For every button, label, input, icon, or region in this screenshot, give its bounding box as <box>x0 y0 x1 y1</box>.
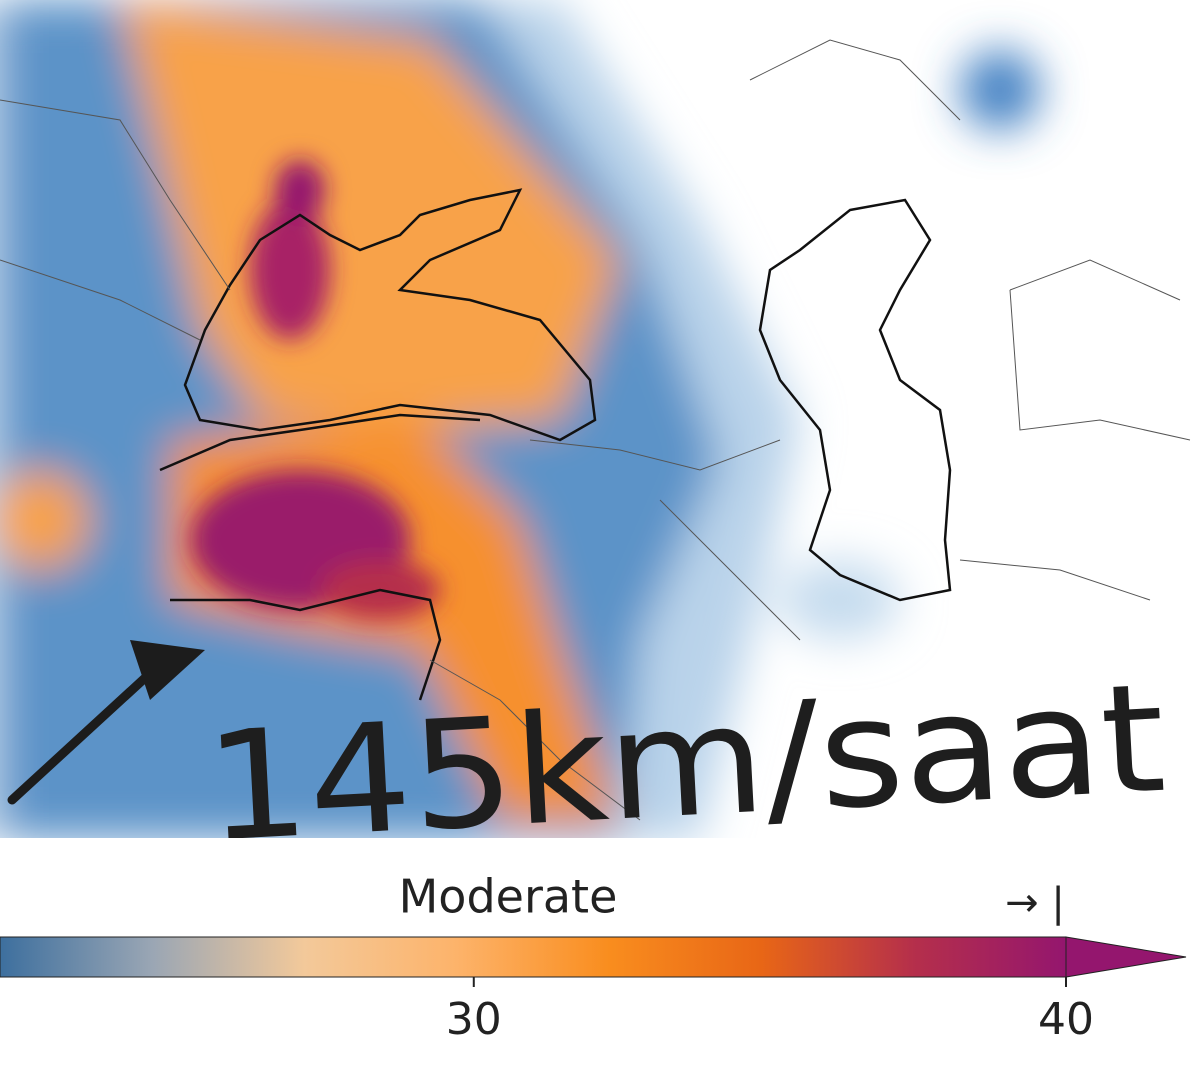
map: 145km/saat <box>0 0 1191 838</box>
colorbar-tick-label: 30 <box>446 994 502 1045</box>
colorbar-extension <box>1065 936 1187 978</box>
borders <box>0 39 1191 821</box>
colorbar-tick-label: 40 <box>1038 994 1094 1045</box>
colorbar-fill <box>0 936 1067 978</box>
colorbar: 30 40 <box>0 936 1187 1045</box>
colorbar-label: Moderate <box>399 870 618 924</box>
arrow-head <box>130 640 205 700</box>
colorbar-marker: → | <box>1005 880 1065 926</box>
caspian-coast <box>758 198 952 602</box>
wind-field <box>0 0 1040 838</box>
black-sea-coast <box>183 188 597 442</box>
turkey-coast <box>159 413 481 701</box>
